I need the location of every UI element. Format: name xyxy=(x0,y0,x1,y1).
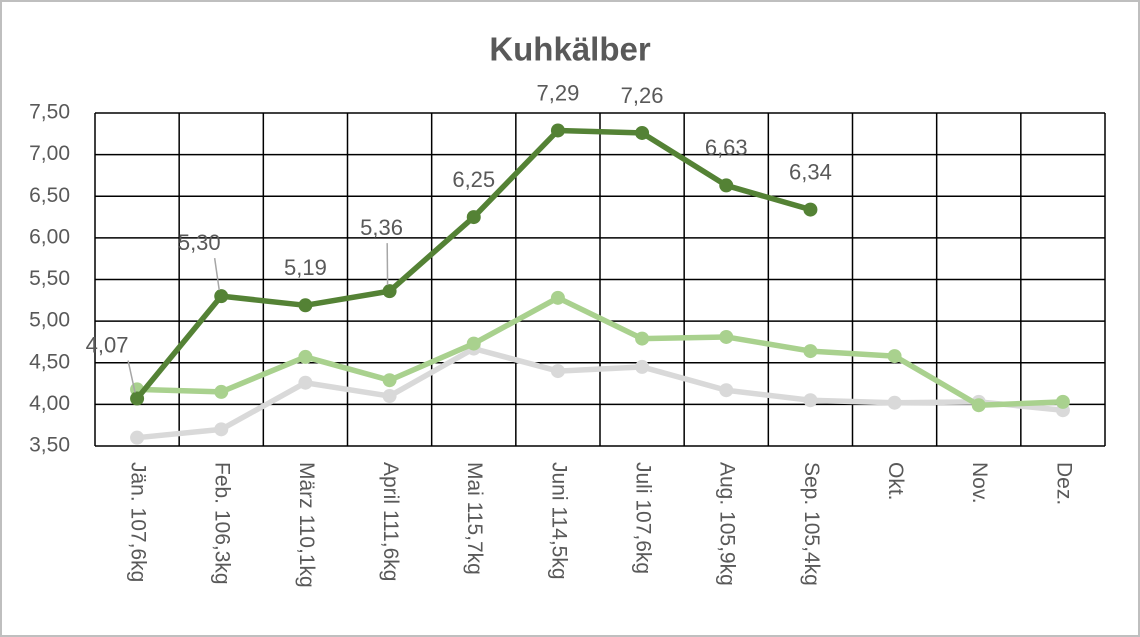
data-point xyxy=(971,398,986,413)
data-point xyxy=(635,125,650,140)
y-tick-label: 6,50 xyxy=(29,184,70,207)
data-point xyxy=(887,349,902,364)
data-label: 5,36 xyxy=(360,215,403,240)
x-tick-label: Jän. 107,6kg xyxy=(127,462,150,582)
data-point xyxy=(550,364,565,379)
x-tick-label: März 110,1kg xyxy=(295,462,318,588)
data-point xyxy=(298,349,313,364)
data-label: 4,07 xyxy=(86,332,129,357)
y-tick-label: 7,50 xyxy=(29,101,70,124)
data-label: 6,25 xyxy=(452,167,495,192)
data-point xyxy=(719,329,734,344)
x-tick-label: April 111,6kg xyxy=(379,462,402,581)
data-point xyxy=(887,395,902,410)
x-tick-label: Mai 115,7kg xyxy=(463,462,486,575)
leader-line xyxy=(213,258,220,291)
x-tick-label: Nov. xyxy=(968,462,991,504)
x-tick-label: Dez. xyxy=(1052,462,1075,505)
y-tick-label: 5,00 xyxy=(29,309,70,332)
data-point xyxy=(803,393,818,408)
data-point xyxy=(1055,394,1070,409)
series-line xyxy=(137,295,1064,408)
x-tick-label: Juli 107,6kg xyxy=(632,462,655,574)
data-label: 6,34 xyxy=(789,159,832,184)
y-tick-label: 4,00 xyxy=(29,392,70,415)
data-point xyxy=(214,384,229,399)
y-tick-label: 6,00 xyxy=(29,225,70,248)
data-point xyxy=(298,375,313,390)
leader-line xyxy=(127,360,136,393)
data-label: 5,30 xyxy=(178,230,221,255)
data-point xyxy=(550,123,565,138)
x-tick-label: Juni 114,5kg xyxy=(547,462,570,580)
x-tick-label: Aug. 105,9kg xyxy=(716,462,739,586)
series-line xyxy=(136,345,1064,441)
data-point xyxy=(298,298,313,313)
data-point xyxy=(466,336,481,351)
x-tick-label: Feb. 106,3kg xyxy=(211,462,234,585)
y-tick-label: 4,50 xyxy=(29,350,70,373)
data-point xyxy=(214,289,229,304)
data-point xyxy=(466,210,481,225)
data-point xyxy=(719,178,734,193)
data-point xyxy=(550,290,565,305)
chart-title: Kuhkälber xyxy=(489,31,651,68)
data-point xyxy=(214,422,229,437)
y-tick-label: 5,50 xyxy=(29,267,70,290)
data-label: 7,26 xyxy=(621,83,664,108)
data-point xyxy=(382,389,397,404)
data-label: 7,29 xyxy=(537,80,580,105)
x-tick-label: Sep. 105,4kg xyxy=(800,462,823,586)
data-label: 6,63 xyxy=(705,135,748,160)
data-point xyxy=(130,391,145,406)
data-label: 5,19 xyxy=(284,255,327,280)
x-tick-label: Okt. xyxy=(884,462,907,501)
data-point xyxy=(130,430,145,445)
data-point xyxy=(803,202,818,217)
y-tick-label: 3,50 xyxy=(29,434,70,457)
data-point xyxy=(635,359,650,374)
data-point xyxy=(382,284,397,299)
y-tick-label: 7,00 xyxy=(29,142,70,165)
data-point xyxy=(382,373,397,388)
data-point xyxy=(719,383,734,398)
data-point xyxy=(635,331,650,346)
data-point xyxy=(803,344,818,359)
